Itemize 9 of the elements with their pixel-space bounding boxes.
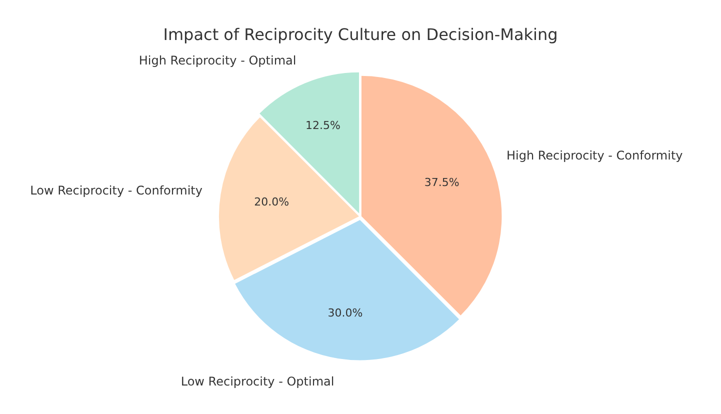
slice-label: Low Reciprocity - Conformity: [30, 184, 202, 198]
data-label: 30.0%: [328, 306, 363, 320]
slice-label: Low Reciprocity - Optimal: [180, 374, 334, 389]
data-label: 20.0%: [254, 195, 290, 208]
data-label: 37.5%: [424, 176, 460, 189]
slice-label: High Reciprocity - Optimal: [138, 54, 296, 68]
chart-title: Impact of Reciprocity Culture on Decision-Making: [163, 24, 558, 44]
slice-label: High Reciprocity - Conformity: [506, 148, 683, 162]
data-label: 12.5%: [306, 118, 340, 132]
